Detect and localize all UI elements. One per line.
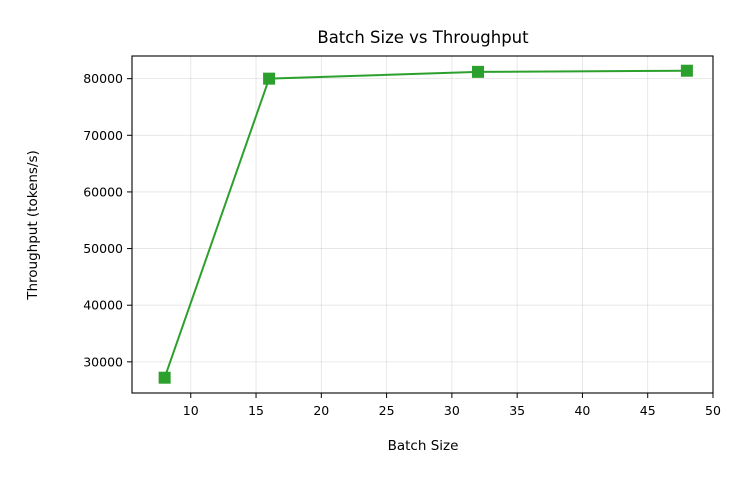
data-point	[680, 64, 693, 77]
series-group	[158, 64, 693, 384]
x-tick-label: 40	[574, 403, 590, 418]
x-tick-label: 20	[313, 403, 329, 418]
y-axis-ticks: 30000 40000 50000 60000 70000 80000	[83, 71, 132, 369]
x-tick-label: 30	[444, 403, 460, 418]
x-axis-label: Batch Size	[388, 438, 459, 454]
series-line	[163, 69, 687, 379]
x-tick-label: 15	[248, 403, 264, 418]
chart-title: Batch Size vs Throughput	[317, 28, 529, 47]
grid	[132, 56, 714, 393]
y-tick-label: 30000	[83, 354, 123, 369]
x-tick-label: 35	[509, 403, 525, 418]
plot-frame	[131, 55, 714, 394]
y-axis-label: Throughput (tokens/s)	[25, 150, 41, 301]
y-tick-label: 80000	[83, 71, 123, 86]
data-point	[471, 65, 484, 78]
y-tick-label: 70000	[83, 128, 123, 143]
x-tick-label: 25	[379, 403, 395, 418]
y-tick-label: 50000	[83, 241, 123, 256]
y-tick-label: 60000	[83, 184, 123, 199]
x-axis-ticks: 10 15 20 25 30 35 40 45 50	[183, 393, 721, 418]
x-tick-label: 10	[183, 403, 199, 418]
data-point	[158, 371, 171, 384]
data-point	[263, 72, 276, 85]
x-tick-label: 45	[640, 403, 656, 418]
y-tick-label: 40000	[83, 298, 123, 313]
x-tick-label: 50	[705, 403, 721, 418]
